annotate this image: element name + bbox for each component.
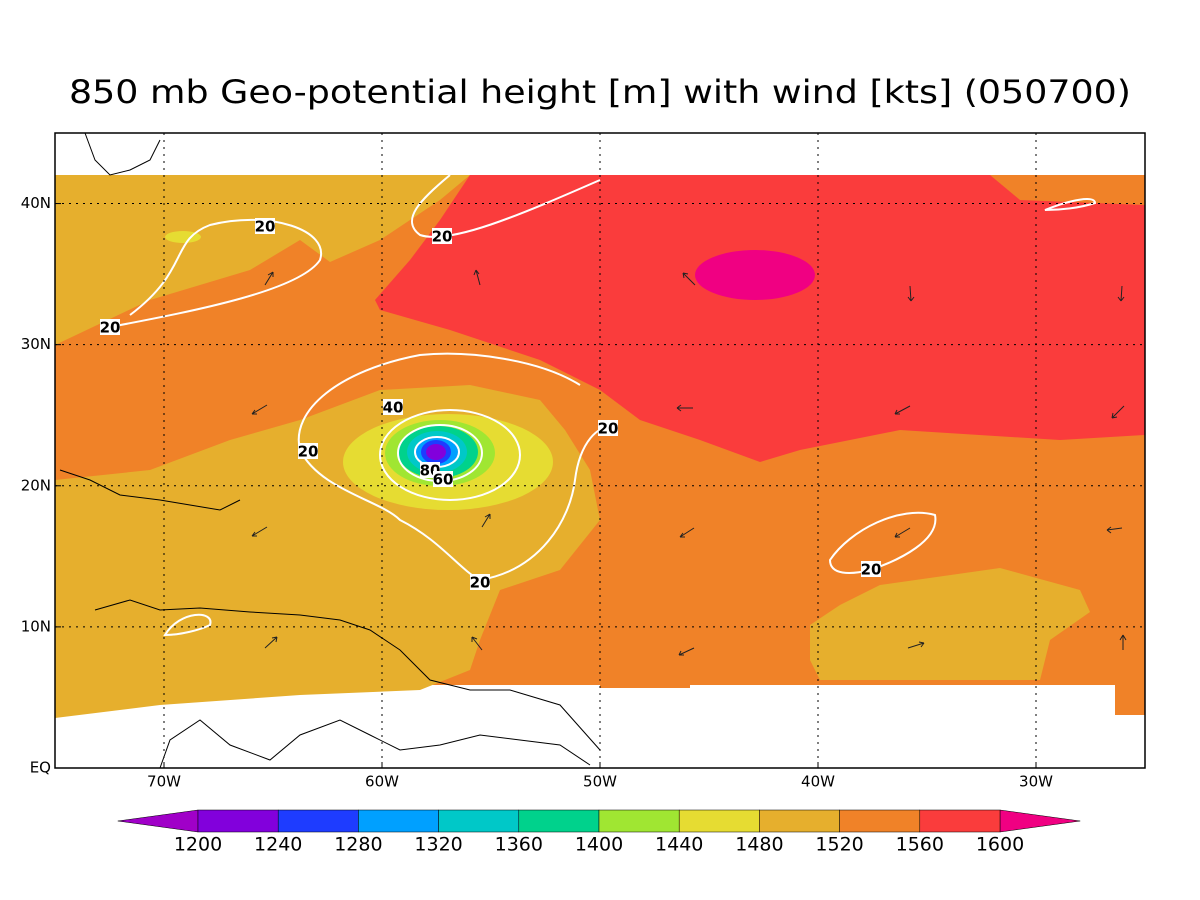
contour-label: 20	[861, 561, 882, 579]
wind-arrow	[678, 647, 695, 656]
contour-label: 20	[100, 319, 121, 337]
axis-labels: 70W 60W 50W 40W 30W EQ 10N 20N 30N 40N	[21, 194, 1053, 790]
colorbar-label: 1480	[735, 834, 783, 856]
lat-label: 30N	[21, 335, 51, 353]
wind-arrow	[251, 404, 268, 415]
coastline	[84, 132, 161, 176]
contour	[379, 409, 521, 501]
grid	[55, 133, 1145, 769]
colorbar-box	[839, 809, 921, 833]
wind-arrow	[679, 527, 695, 538]
colorbar-box	[598, 809, 680, 833]
wind-arrows	[251, 269, 1127, 656]
contour-label-box	[298, 443, 318, 459]
colorbar-box	[438, 809, 520, 833]
contour	[163, 613, 212, 637]
lon-label: 30W	[1019, 773, 1053, 791]
colorbar-extend-low	[117, 809, 199, 833]
region	[375, 175, 1145, 462]
region	[165, 231, 201, 243]
contour	[109, 218, 323, 328]
contour-label: 60	[433, 471, 454, 489]
colorbar-label: 1360	[495, 834, 543, 856]
contour-label: 20	[470, 574, 491, 592]
wind-arrow	[481, 513, 491, 528]
region	[695, 250, 815, 300]
colorbar-label: 1320	[414, 834, 462, 856]
colorbar: 1200 1240 1280 1320 1360 1400 1440 1480 1520 1560…	[117, 809, 1081, 856]
colorbar-label: 1240	[254, 834, 302, 856]
contour-label-box	[432, 228, 452, 244]
contour-label: 20	[255, 218, 276, 236]
contour-label-box	[100, 319, 120, 335]
wind-arrow	[894, 405, 911, 415]
height-field	[55, 175, 1145, 718]
wind-arrow	[1106, 526, 1123, 534]
region	[426, 444, 446, 460]
contour-label-box	[598, 420, 618, 436]
lat-label: EQ	[30, 759, 51, 777]
contour-label: 20	[598, 420, 619, 438]
contour-label-box	[861, 561, 881, 577]
lat-label: 20N	[21, 476, 51, 494]
contour	[1044, 198, 1097, 211]
colorbar-box	[358, 809, 439, 833]
region	[55, 175, 470, 345]
contour-label: 20	[432, 228, 453, 246]
coastlines	[59, 132, 601, 769]
colorbar-label: 1520	[815, 834, 863, 856]
colorbar-box	[678, 809, 760, 833]
coastline	[159, 719, 591, 769]
lon-label: 60W	[365, 773, 399, 791]
contour-label-box	[383, 399, 403, 415]
lat-label: 40N	[21, 194, 51, 212]
contour	[297, 352, 611, 582]
colorbar-box	[277, 809, 359, 833]
colorbar-label: 1440	[655, 834, 703, 856]
colorbar-box	[518, 809, 600, 833]
contour-label: 20	[298, 443, 319, 461]
lat-label: 10N	[21, 617, 51, 635]
lon-label: 40W	[801, 773, 835, 791]
colorbar-box	[759, 809, 840, 833]
lon-label: 50W	[583, 773, 617, 791]
contour-label: 40	[383, 399, 404, 417]
coastline	[94, 599, 601, 751]
contour	[828, 511, 937, 574]
wind-arrow	[1119, 634, 1127, 650]
title: 850 mb Geo-potential height [m] with win…	[69, 73, 1131, 111]
wind-arrow	[264, 271, 274, 286]
wind-arrow	[894, 527, 911, 538]
wind-arrow	[1111, 405, 1125, 419]
colorbar-extend-high	[999, 809, 1081, 833]
contour-label-box	[255, 218, 275, 234]
colorbar-label: 1280	[334, 834, 382, 856]
colorbar-label: 1560	[896, 834, 944, 856]
coastline	[59, 469, 241, 511]
wind-arrow	[471, 636, 483, 651]
colorbar-box	[919, 809, 1001, 833]
colorbar-label: 1600	[976, 834, 1024, 856]
colorbar-label: 1200	[174, 834, 222, 856]
wind-arrow	[682, 272, 696, 286]
wind-arrow	[907, 641, 925, 649]
lon-label: 70W	[147, 773, 181, 791]
colorbar-label: 1400	[575, 834, 623, 856]
contour	[410, 174, 601, 238]
contour-label-box	[470, 574, 490, 590]
contour-label-box	[433, 471, 453, 487]
wind-arrow	[264, 636, 278, 649]
wind-arrow	[473, 269, 481, 286]
wind-arrow	[1117, 285, 1125, 302]
wind-arrow	[676, 404, 693, 412]
colorbar-box	[197, 809, 279, 833]
region	[810, 568, 1090, 680]
wind-arrow	[251, 526, 268, 537]
wind-arrow	[907, 285, 915, 302]
